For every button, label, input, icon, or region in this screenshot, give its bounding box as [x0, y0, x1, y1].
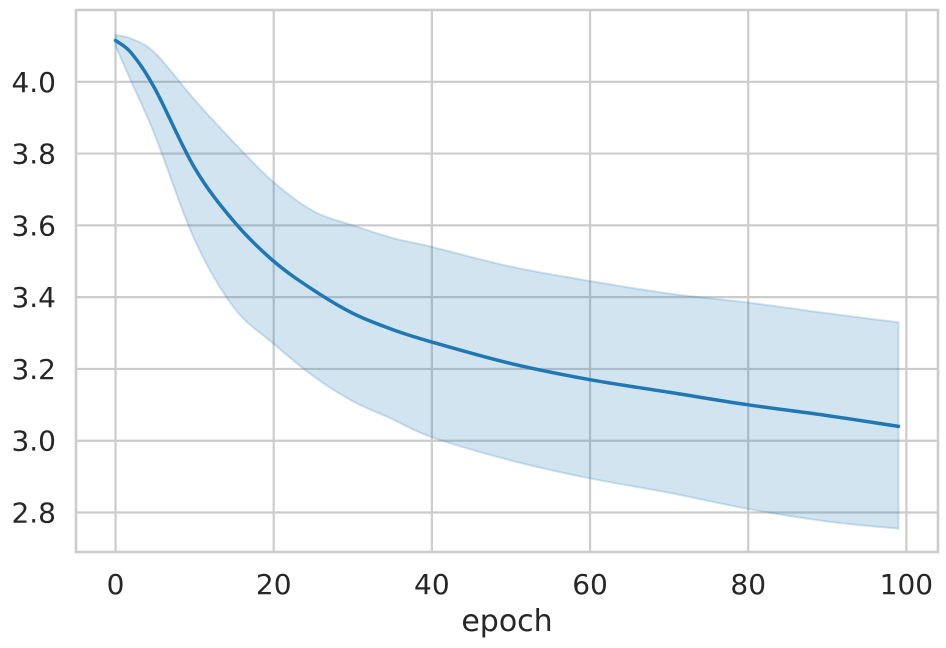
- y-tick-label: 3.4: [11, 281, 56, 314]
- x-tick-labels: 0 20 40 60 80 100: [107, 568, 933, 601]
- x-tick-label: 0: [107, 568, 125, 601]
- x-tick-label: 80: [730, 568, 766, 601]
- y-tick-label: 3.6: [11, 209, 56, 242]
- x-tick-label: 20: [256, 568, 292, 601]
- x-tick-label: 100: [880, 568, 933, 601]
- mean-line: [113, 38, 901, 429]
- confidence-band: [114, 33, 900, 530]
- y-tick-labels: 2.8 3.0 3.2 3.4 3.6 3.8 4.0: [11, 66, 56, 530]
- y-tick-label: 3.2: [11, 353, 56, 386]
- x-axis-label: epoch: [461, 604, 552, 639]
- y-tick-label: 2.8: [11, 497, 56, 530]
- y-tick-label: 3.8: [11, 138, 56, 171]
- y-tick-label: 3.0: [11, 425, 56, 458]
- y-tick-label: 4.0: [11, 66, 56, 99]
- x-tick-label: 40: [414, 568, 450, 601]
- grid: [76, 10, 938, 552]
- plot-frame: [74, 8, 940, 554]
- x-tick-label: 60: [572, 568, 608, 601]
